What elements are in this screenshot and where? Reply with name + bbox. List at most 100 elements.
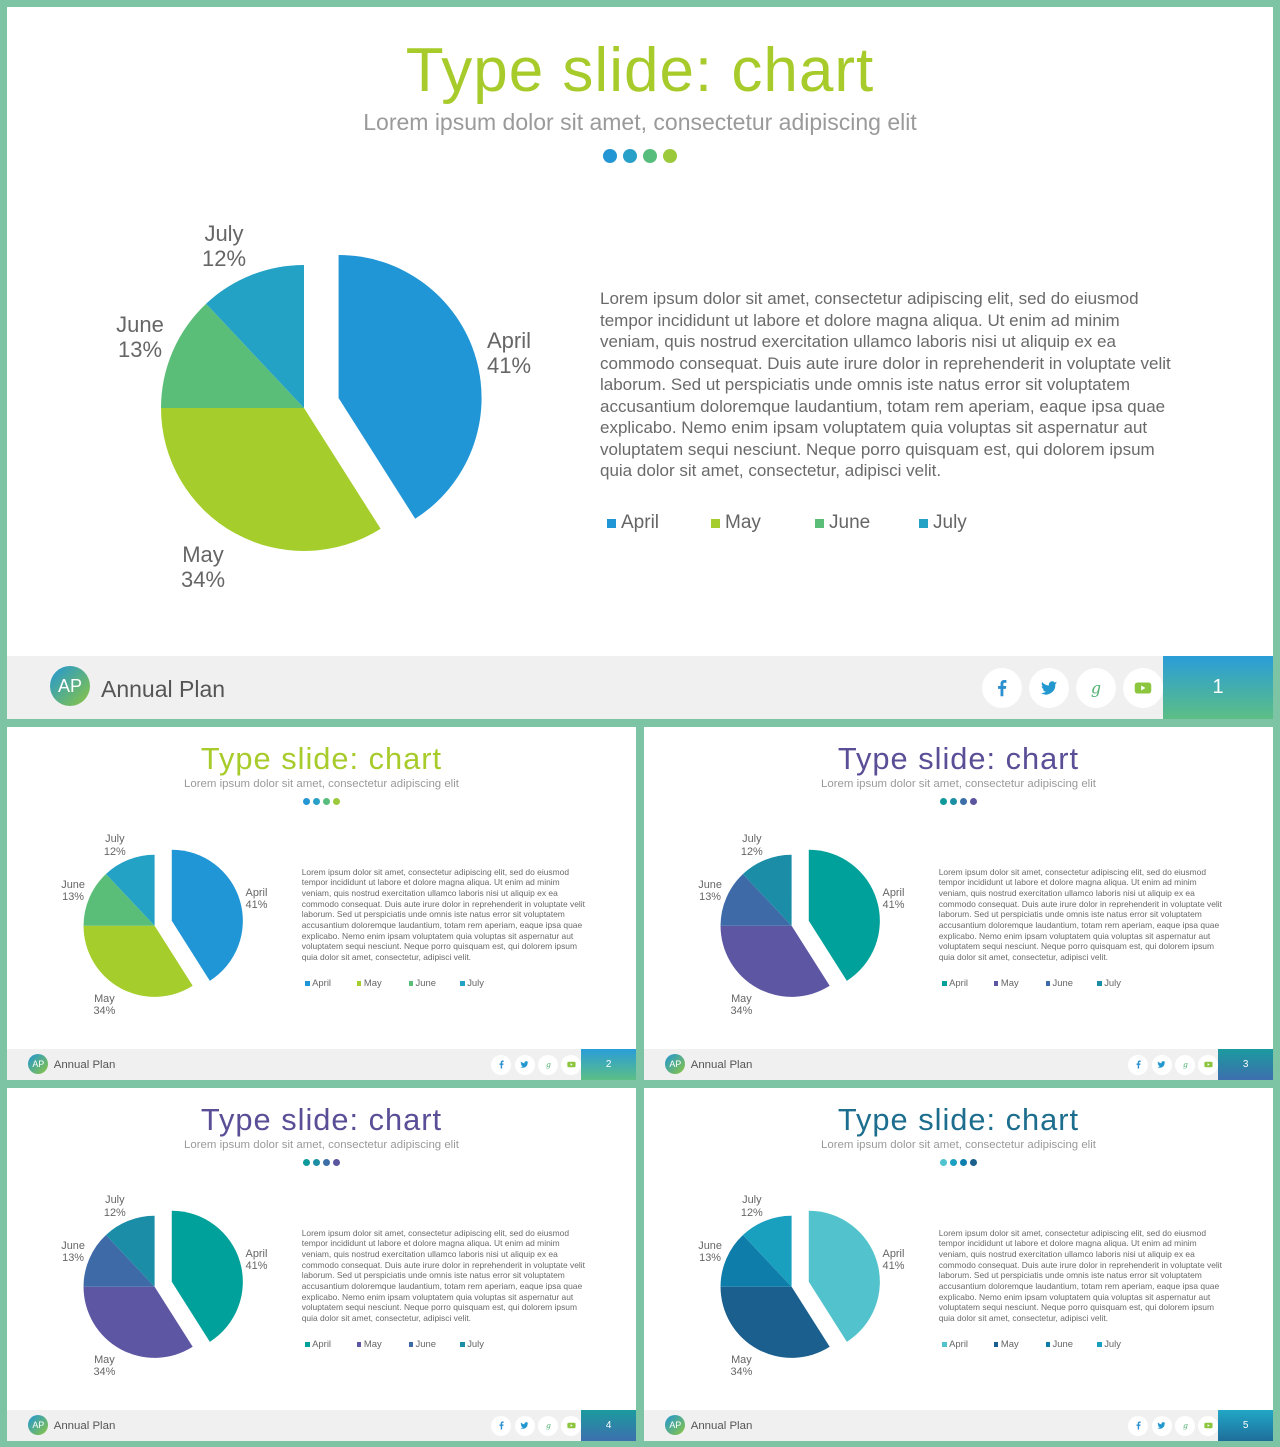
title-dots	[7, 797, 636, 805]
pie-label-may: May 34%	[158, 542, 248, 593]
legend-swatch	[993, 981, 999, 986]
twitter-button[interactable]	[514, 1415, 535, 1436]
brand-name: Annual Plan	[690, 1419, 753, 1432]
twitter-button[interactable]	[1151, 1415, 1172, 1436]
facebook-button[interactable]	[1128, 1415, 1149, 1436]
google-plus-button[interactable]: g	[1175, 1054, 1195, 1075]
pie-chart	[83, 850, 243, 998]
google-plus-button[interactable]: g	[538, 1415, 558, 1436]
slide-2: Type slide: chart Lorem ipsum dolor sit a…	[7, 727, 636, 1080]
pie-slice-may	[720, 926, 830, 998]
slide-footer: AP Annual Plan g	[644, 1048, 1273, 1080]
social-links: g	[1125, 1054, 1219, 1075]
facebook-icon	[1136, 1060, 1141, 1069]
title-dot	[332, 1158, 340, 1166]
facebook-icon	[499, 1060, 504, 1069]
pie-label-april: April 41%	[234, 887, 279, 912]
svg-text:g: g	[1183, 1421, 1188, 1430]
youtube-button[interactable]	[1198, 1415, 1219, 1436]
svg-text:g: g	[546, 1421, 551, 1430]
brand-logo: AP	[28, 1053, 49, 1074]
legend-label: April	[312, 977, 332, 989]
legend-item-june: June	[815, 512, 919, 534]
youtube-button[interactable]	[561, 1054, 582, 1075]
legend-label: April	[621, 512, 660, 533]
google-plus-button[interactable]: g	[1175, 1415, 1195, 1436]
legend-swatch	[1097, 981, 1102, 986]
body-paragraph: Lorem ipsum dolor sit amet, consectetur …	[600, 289, 1171, 480]
pie-label-value: 41%	[882, 1260, 905, 1273]
pie-chart	[83, 1211, 243, 1359]
title-dot	[959, 1158, 967, 1166]
pie-slice-april	[171, 850, 243, 982]
body-paragraph: Lorem ipsum dolor sit amet, consectetur …	[301, 866, 586, 963]
facebook-button[interactable]	[982, 668, 1022, 708]
youtube-button[interactable]	[561, 1415, 582, 1436]
title-dots	[7, 149, 1273, 163]
google-plus-button[interactable]: g	[538, 1054, 558, 1075]
pie-slice-may	[83, 1287, 193, 1359]
legend-item-may: May	[993, 1339, 1046, 1350]
title-dot	[332, 797, 340, 805]
twitter-button[interactable]	[514, 1054, 535, 1075]
twitter-icon	[1157, 1061, 1166, 1068]
slide-subtitle: Lorem ipsum dolor sit amet, consectetur …	[821, 777, 1096, 790]
pie-label-name: April	[245, 1247, 268, 1260]
legend-label: April	[312, 1338, 332, 1350]
pie-slice-july	[105, 855, 155, 927]
pie-label-june: June 13%	[51, 879, 96, 904]
pie-label-value: 13%	[699, 891, 722, 904]
facebook-button[interactable]	[491, 1054, 512, 1075]
twitter-button[interactable]	[1151, 1054, 1172, 1075]
pie-label-name: July	[742, 833, 762, 846]
pie-label-name: June	[61, 878, 85, 891]
legend-swatch	[607, 518, 616, 528]
twitter-button[interactable]	[1029, 668, 1069, 708]
pie-label-value: 34%	[180, 567, 226, 593]
brand-name: Annual Plan	[53, 1419, 116, 1432]
youtube-button[interactable]	[1123, 668, 1163, 708]
pie-label-value: 13%	[62, 891, 85, 904]
google-plus-icon: g	[1091, 680, 1101, 698]
pie-label-value: 34%	[93, 1366, 116, 1379]
pie-chart	[720, 1211, 880, 1359]
legend-swatch	[460, 981, 465, 986]
brand-name: Annual Plan	[53, 1058, 116, 1071]
slide-3: Type slide: chart Lorem ipsum dolor sit a…	[644, 727, 1273, 1080]
facebook-button[interactable]	[1128, 1054, 1149, 1075]
legend-item-april: April	[305, 1339, 357, 1350]
title-dot	[303, 1158, 311, 1166]
slide-subtitle: Lorem ipsum dolor sit amet, consectetur …	[821, 1138, 1096, 1151]
title-dot	[303, 797, 311, 805]
pie-slice-may	[161, 408, 381, 551]
pie-label-july: July 12%	[92, 1194, 137, 1219]
legend-label: May	[363, 1338, 382, 1350]
pie-label-june: June 13%	[688, 879, 733, 904]
page-number: 5	[1218, 1409, 1273, 1441]
youtube-icon	[1134, 682, 1152, 694]
legend-swatch	[711, 518, 720, 528]
slide-title: Type slide: chart	[837, 740, 1080, 776]
pie-label-july: July 12%	[729, 833, 774, 858]
legend-label: May	[1000, 977, 1019, 989]
pie-label-value: 13%	[62, 1252, 85, 1265]
legend-item-june: June	[408, 978, 461, 989]
facebook-button[interactable]	[491, 1415, 512, 1436]
pie-slice-july	[206, 265, 304, 408]
chart-legend: April May June July	[305, 1339, 512, 1350]
pie-slice-june	[83, 1235, 155, 1288]
title-dot	[950, 1158, 958, 1166]
pie-label-name: June	[61, 1239, 85, 1252]
pie-label-name: April	[882, 886, 905, 899]
slide-4: Type slide: chart Lorem ipsum dolor sit a…	[7, 1088, 636, 1441]
legend-item-june: June	[1045, 978, 1098, 989]
youtube-button[interactable]	[1198, 1054, 1219, 1075]
google-plus-button[interactable]: g	[1076, 668, 1116, 708]
pie-slice-may	[720, 1287, 830, 1359]
brand-logo: AP	[50, 666, 90, 706]
legend-item-april: April	[305, 978, 357, 989]
brand-name: Annual Plan	[101, 676, 226, 702]
brand-name: Annual Plan	[690, 1058, 753, 1071]
legend-swatch	[919, 518, 928, 528]
legend-label: June	[415, 1338, 436, 1350]
